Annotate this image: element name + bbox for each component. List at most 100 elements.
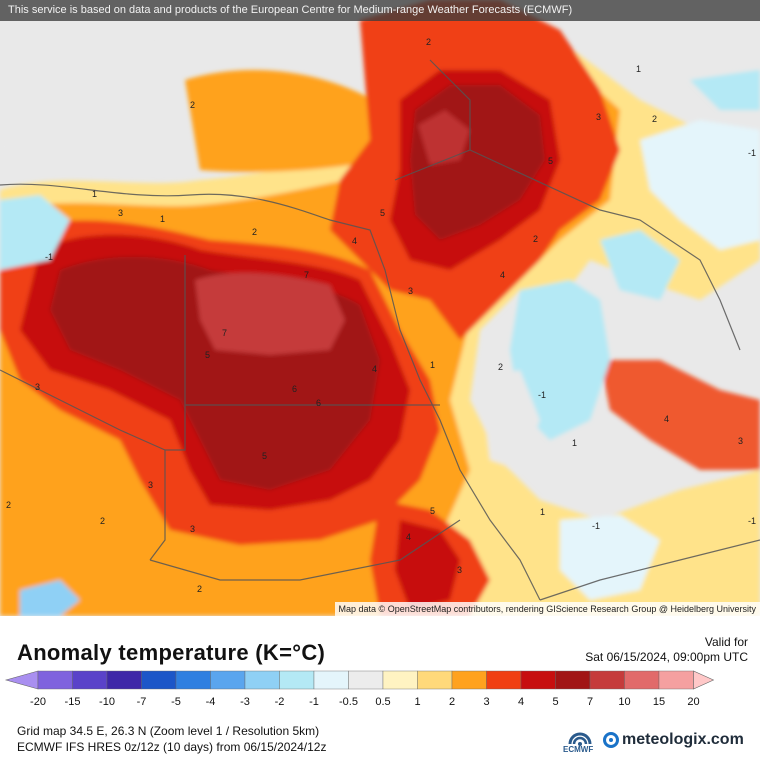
contour-label: 7 <box>304 270 309 280</box>
page-title: Anomaly temperature (K=°C) <box>17 640 326 665</box>
contour-label: 1 <box>430 360 435 370</box>
legend-tick-label: -20 <box>30 696 46 708</box>
legend-tick-label: -1 <box>309 696 319 708</box>
legend-tick-label: 1 <box>414 696 420 708</box>
ecmwf-logo-text: ECMWF <box>563 745 594 754</box>
legend-tick-label: -4 <box>206 696 216 708</box>
legend-tick-label: 2 <box>449 696 455 708</box>
anomaly-field <box>0 0 760 616</box>
contour-label: 5 <box>380 208 385 218</box>
contour-label: 5 <box>262 451 267 461</box>
legend-swatch <box>624 670 660 690</box>
legend-tick-label: 20 <box>687 696 699 708</box>
contour-label: -1 <box>748 516 756 526</box>
contour-label: 2 <box>190 100 195 110</box>
contour-label: 3 <box>408 286 413 296</box>
model-info: ECMWF IFS HRES 0z/12z (10 days) from 06/… <box>17 740 327 754</box>
legend-tick-label: -15 <box>65 696 81 708</box>
valid-time: Sat 06/15/2024, 09:00pm UTC <box>585 650 748 664</box>
legend-swatch <box>417 670 453 690</box>
legend-swatch <box>279 670 315 690</box>
contour-label: 2 <box>197 584 202 594</box>
legend-swatch <box>658 670 694 690</box>
contour-label: 5 <box>548 156 553 166</box>
legend-swatch <box>244 670 280 690</box>
legend-swatch <box>210 670 246 690</box>
legend-tick-label: 7 <box>587 696 593 708</box>
legend-swatch <box>382 670 418 690</box>
legend-tick-label: -2 <box>275 696 285 708</box>
legend-tick-label: 0.5 <box>375 696 390 708</box>
legend-swatch <box>72 670 108 690</box>
contour-label: 3 <box>148 480 153 490</box>
contour-label: 4 <box>664 414 669 424</box>
map-attribution[interactable]: Map data © OpenStreetMap contributors, r… <box>334 602 760 616</box>
contour-label: 2 <box>6 500 11 510</box>
contour-label: 2 <box>533 234 538 244</box>
legend-swatch <box>555 670 591 690</box>
contour-label: 4 <box>500 270 505 280</box>
contour-label: 1 <box>92 189 97 199</box>
contour-label: 1 <box>160 214 165 224</box>
contour-label: 7 <box>222 328 227 338</box>
legend-tick-label: -3 <box>240 696 250 708</box>
legend-tick-label: -5 <box>171 696 181 708</box>
contour-label: 2 <box>252 227 257 237</box>
contour-label: 1 <box>636 64 641 74</box>
contour-label: -1 <box>45 252 53 262</box>
legend-tick-label: -7 <box>137 696 147 708</box>
legend-swatch <box>141 670 177 690</box>
legend-tick-label: 10 <box>618 696 630 708</box>
contour-label: 3 <box>118 208 123 218</box>
map-view[interactable]: 2 1 -1 3 2 4 5 7 6 5 4 3 2 1 7 5 6 5 4 3… <box>0 0 760 616</box>
legend-swatch <box>37 670 73 690</box>
legend-tick-label: 5 <box>552 696 558 708</box>
legend-swatch <box>348 670 384 690</box>
legend-swatch <box>486 670 522 690</box>
legend-swatch <box>451 670 487 690</box>
legend-arrow-left <box>4 670 39 690</box>
contour-label: 1 <box>540 507 545 517</box>
legend-swatch <box>520 670 556 690</box>
contour-label: -1 <box>748 148 756 158</box>
contour-label: 3 <box>35 382 40 392</box>
legend-tick-label: -0.5 <box>339 696 358 708</box>
color-legend: -20 -15 -10 -7 -5 -4 -3 -2 -1 -0.5 0.5 1 2 3 4 5 7 10 15 20 <box>0 668 760 714</box>
legend-arrow-right <box>693 670 715 690</box>
contour-label: 4 <box>406 532 411 542</box>
contour-label: 5 <box>205 350 210 360</box>
grid-info: Grid map 34.5 E, 26.3 N (Zoom level 1 / … <box>17 724 320 738</box>
legend-swatch <box>175 670 211 690</box>
contour-label: 2 <box>100 516 105 526</box>
contour-label: 5 <box>430 506 435 516</box>
valid-for-label: Valid for <box>704 635 748 649</box>
contour-label: 4 <box>352 236 357 246</box>
legend-swatch <box>313 670 349 690</box>
meteologix-logo[interactable]: meteologix.com <box>603 728 744 752</box>
contour-label: 3 <box>457 565 462 575</box>
contour-label: 3 <box>596 112 601 122</box>
contour-label: 6 <box>316 398 321 408</box>
legend-swatch <box>106 670 142 690</box>
legend-tick-label: -10 <box>99 696 115 708</box>
contour-label: 2 <box>426 37 431 47</box>
legend-tick-label: 15 <box>653 696 665 708</box>
contour-label: 2 <box>498 362 503 372</box>
borders <box>0 59 760 601</box>
contour-label: -1 <box>592 521 600 531</box>
contour-label: 6 <box>292 384 297 394</box>
contour-label: 4 <box>372 364 377 374</box>
legend-tick-label: 3 <box>483 696 489 708</box>
contour-label: 1 <box>572 438 577 448</box>
meteologix-text: meteologix.com <box>622 731 744 748</box>
contour-label: 3 <box>190 524 195 534</box>
meteologix-icon <box>603 732 619 748</box>
legend-tick-label: 4 <box>518 696 524 708</box>
contour-label: -1 <box>538 390 546 400</box>
service-note: This service is based on data and produc… <box>0 0 760 21</box>
contour-labels: 2 1 -1 3 2 4 5 7 6 5 4 3 2 1 7 5 6 5 4 3… <box>6 37 756 594</box>
contour-label: 3 <box>738 436 743 446</box>
ecmwf-logo[interactable] <box>562 726 598 756</box>
legend-swatch <box>589 670 625 690</box>
contour-label: 2 <box>652 114 657 124</box>
